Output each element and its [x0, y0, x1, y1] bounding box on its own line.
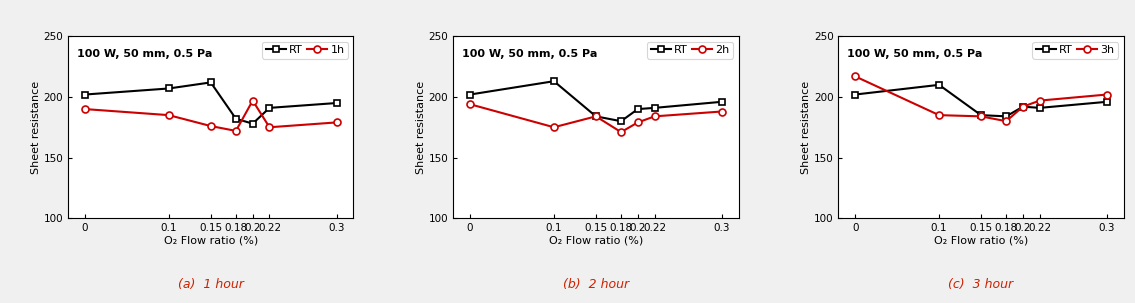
1h [204, 124, 218, 128]
3h [1033, 99, 1046, 102]
1h [246, 99, 260, 102]
RT [78, 93, 92, 96]
Text: 100 W, 50 mm, 0.5 Pa: 100 W, 50 mm, 0.5 Pa [462, 49, 597, 59]
3h [932, 113, 945, 117]
2h [715, 110, 729, 113]
3h [1016, 105, 1029, 108]
3h [974, 115, 987, 118]
Text: (c)  3 hour: (c) 3 hour [949, 278, 1014, 291]
Y-axis label: Sheet resistance: Sheet resistance [415, 81, 426, 174]
1h [162, 113, 176, 117]
Line: 2h: 2h [466, 101, 725, 135]
2h [648, 115, 662, 118]
RT [715, 100, 729, 104]
Line: RT: RT [851, 82, 1110, 120]
Text: 100 W, 50 mm, 0.5 Pa: 100 W, 50 mm, 0.5 Pa [77, 49, 212, 59]
RT [974, 113, 987, 117]
RT [330, 101, 344, 105]
RT [463, 93, 477, 96]
3h [848, 75, 861, 78]
2h [589, 115, 603, 118]
2h [547, 125, 561, 129]
Text: (a)  1 hour: (a) 1 hour [178, 278, 244, 291]
RT [631, 107, 645, 111]
RT [262, 106, 276, 110]
3h [1100, 93, 1113, 96]
Y-axis label: Sheet resistance: Sheet resistance [801, 81, 812, 174]
Line: RT: RT [82, 79, 340, 127]
2h [614, 130, 628, 134]
Y-axis label: Sheet resistance: Sheet resistance [31, 81, 41, 174]
Line: 1h: 1h [82, 97, 340, 134]
1h [262, 125, 276, 129]
Text: (b)  2 hour: (b) 2 hour [563, 278, 629, 291]
RT [162, 87, 176, 90]
1h [78, 107, 92, 111]
RT [229, 117, 243, 121]
X-axis label: O₂ Flow ratio (%): O₂ Flow ratio (%) [163, 236, 258, 246]
RT [1100, 100, 1113, 104]
X-axis label: O₂ Flow ratio (%): O₂ Flow ratio (%) [934, 236, 1028, 246]
Legend: RT, 2h: RT, 2h [647, 42, 733, 58]
RT [589, 115, 603, 118]
RT [1033, 106, 1046, 110]
Text: 100 W, 50 mm, 0.5 Pa: 100 W, 50 mm, 0.5 Pa [847, 49, 982, 59]
RT [648, 106, 662, 110]
1h [330, 121, 344, 124]
1h [229, 129, 243, 133]
Line: RT: RT [466, 78, 725, 125]
Line: 3h: 3h [851, 73, 1110, 125]
Legend: RT, 3h: RT, 3h [1033, 42, 1118, 58]
RT [614, 119, 628, 123]
2h [463, 102, 477, 106]
Legend: RT, 1h: RT, 1h [262, 42, 347, 58]
2h [631, 121, 645, 124]
RT [932, 83, 945, 87]
3h [1000, 119, 1014, 123]
RT [204, 81, 218, 84]
RT [246, 122, 260, 125]
RT [848, 93, 861, 96]
RT [1000, 115, 1014, 118]
RT [1016, 105, 1029, 108]
X-axis label: O₂ Flow ratio (%): O₂ Flow ratio (%) [548, 236, 644, 246]
RT [547, 79, 561, 83]
